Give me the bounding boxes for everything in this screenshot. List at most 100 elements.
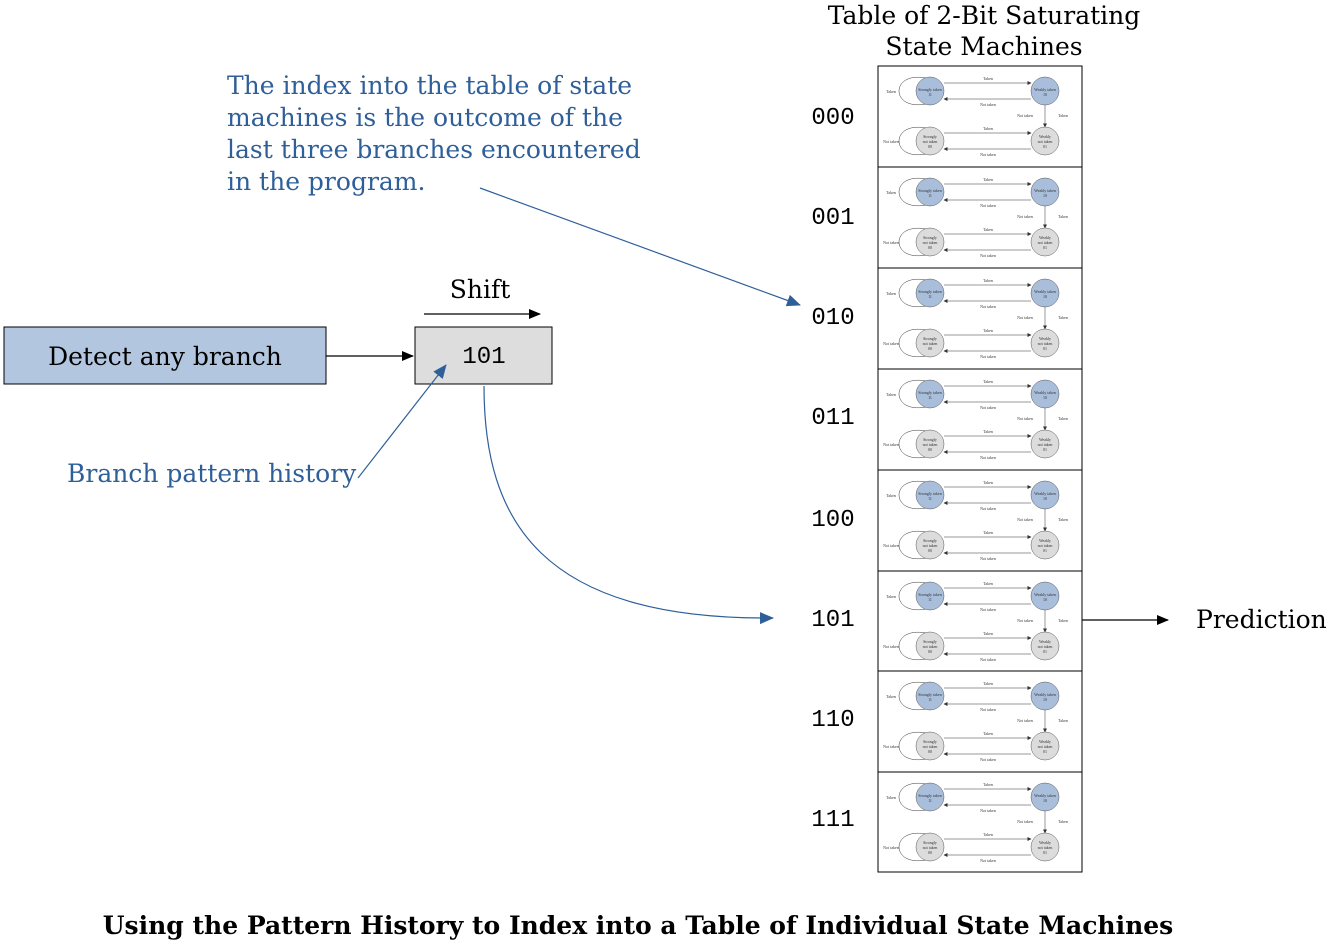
edge-label: Taken	[983, 681, 993, 686]
self-loop-edge	[898, 278, 927, 308]
self-loop-edge	[898, 328, 927, 358]
edge-label: Taken	[983, 126, 993, 131]
state-label: not taken	[1038, 543, 1053, 548]
edge-label: Not taken	[883, 543, 899, 548]
row-index-labels: 000 001 010 011 100 101 110 111	[811, 105, 854, 834]
self-loop-edge	[898, 832, 927, 862]
self-loop-edge	[898, 681, 927, 711]
edge-label: Taken	[1058, 819, 1068, 824]
edge-label: Not taken	[980, 102, 996, 107]
state-label: Weakly taken	[1034, 692, 1056, 697]
state-label: 10	[1043, 798, 1047, 803]
edge-label: Not taken	[980, 556, 996, 561]
state-strongly-not-taken	[915, 832, 945, 862]
state-label: 10	[1043, 496, 1047, 501]
state-label: not taken	[1038, 240, 1053, 245]
edge-label: Not taken	[980, 405, 996, 410]
edge-label: Not taken	[883, 341, 899, 346]
state-label: 01	[1043, 749, 1047, 754]
state-label: Strongly	[923, 538, 937, 543]
state-label: Weakly	[1039, 134, 1051, 139]
row-index-100: 100	[811, 507, 854, 534]
edge-label: Taken	[1058, 618, 1068, 623]
state-label: not taken	[923, 341, 938, 346]
state-label: not taken	[923, 442, 938, 447]
state-label: not taken	[923, 139, 938, 144]
self-loop-edge	[898, 530, 927, 560]
state-strongly-taken	[915, 76, 945, 106]
state-strongly-taken	[915, 782, 945, 812]
edge-label: Not taken	[1017, 819, 1033, 824]
state-label: not taken	[1038, 139, 1053, 144]
edge-label: Not taken	[980, 858, 996, 863]
state-label: not taken	[1038, 644, 1053, 649]
state-label: 11	[928, 697, 932, 702]
edge-label: Not taken	[1017, 113, 1033, 118]
state-label: 00	[928, 749, 932, 754]
prediction-label: Prediction	[1196, 605, 1327, 634]
state-strongly-taken	[915, 581, 945, 611]
state-label: Weakly	[1039, 739, 1051, 744]
edge-label: Not taken	[980, 455, 996, 460]
edge-label: Not taken	[980, 506, 996, 511]
state-label: Strongly	[923, 840, 937, 845]
edge-label: Not taken	[883, 240, 899, 245]
index-annotation-arrow	[479, 187, 801, 307]
state-weakly-taken	[1030, 379, 1060, 409]
edge-label: Not taken	[980, 203, 996, 208]
state-label: Weakly taken	[1034, 491, 1056, 496]
index-annotation-line-1: The index into the table of state	[227, 71, 632, 100]
state-label: 11	[928, 597, 932, 602]
state-weakly-taken	[1030, 278, 1060, 308]
state-label: 01	[1043, 850, 1047, 855]
state-label: 10	[1043, 193, 1047, 198]
self-loop-edge	[898, 581, 927, 611]
edge-label: Not taken	[980, 152, 996, 157]
edge-label: Taken	[983, 227, 993, 232]
edge-label: Not taken	[1017, 517, 1033, 522]
state-strongly-taken	[915, 681, 945, 711]
figure-caption: Using the Pattern History to Index into …	[103, 911, 1174, 940]
self-loop-edge	[898, 480, 927, 510]
state-label: not taken	[923, 744, 938, 749]
state-label: Strongly taken	[918, 592, 941, 597]
state-label: 11	[928, 92, 932, 97]
edge-label: Taken	[983, 429, 993, 434]
state-weakly-not-taken	[1030, 227, 1060, 257]
state-label: Strongly	[923, 134, 937, 139]
state-weakly-not-taken	[1030, 328, 1060, 358]
state-label: Weakly taken	[1034, 390, 1056, 395]
state-label: Weakly	[1039, 235, 1051, 240]
index-annotation: The index into the table of state machin…	[227, 71, 641, 196]
state-strongly-not-taken	[915, 126, 945, 156]
edge-label: Taken	[1058, 315, 1068, 320]
state-label: 01	[1043, 649, 1047, 654]
self-loop-edge	[898, 76, 927, 106]
detect-branch-box	[3, 326, 327, 385]
state-label: not taken	[923, 240, 938, 245]
edge-label: Not taken	[980, 304, 996, 309]
self-loop-edge	[898, 177, 927, 207]
edge-label: Not taken	[980, 253, 996, 258]
edge-label: Taken	[1058, 517, 1068, 522]
table-title-line-2: State Machines	[885, 32, 1082, 61]
edge-label: Taken	[983, 581, 993, 586]
state-label: Strongly	[923, 739, 937, 744]
edge-label: Taken	[1058, 416, 1068, 421]
self-loop-edge	[898, 782, 927, 812]
row-index-000: 000	[811, 105, 854, 132]
state-strongly-not-taken	[915, 530, 945, 560]
edge-label: Taken	[1058, 718, 1068, 723]
state-weakly-not-taken	[1030, 126, 1060, 156]
self-loop-edge	[898, 126, 927, 156]
state-weakly-taken	[1030, 681, 1060, 711]
state-label: Weakly taken	[1034, 188, 1056, 193]
edge-label: Not taken	[1017, 416, 1033, 421]
